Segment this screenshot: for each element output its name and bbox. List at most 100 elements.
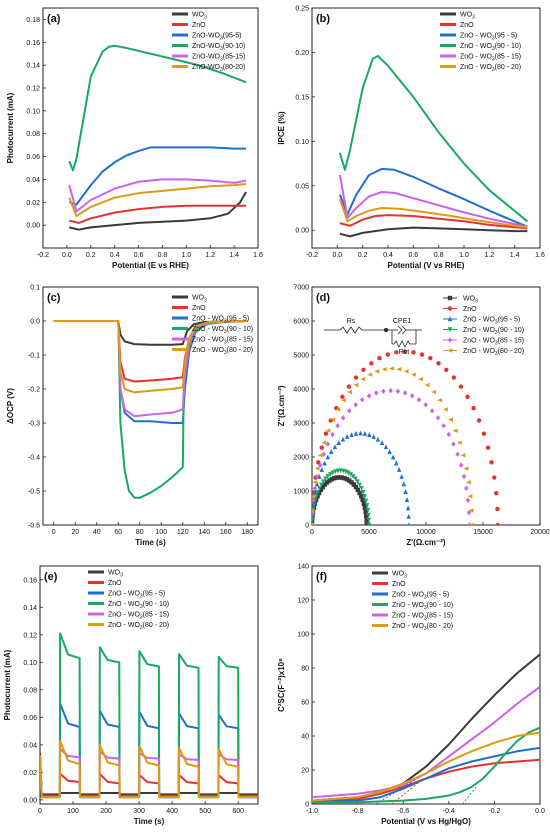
plot-area [40,632,258,799]
legend-label-rest: (85 - 15) [495,54,521,61]
marker [316,490,322,496]
series-line [53,320,248,418]
chart-panel: -0.2 0.0 0.2 0.4 0.6 0.8 1.0 1.2 1.4 1.6 0.00 0.05 0… [277,6,545,271]
legend-label-subscript: 3 [492,36,495,42]
y-axis-label: Photocurrent (mA) [3,649,12,720]
marker [335,423,340,429]
marker [312,494,316,499]
marker [465,394,470,400]
marker [467,494,473,499]
y-tick-label: 6000 [293,319,309,326]
legend-label-base: ZnO - WO [192,326,224,333]
series-markers [312,366,474,525]
legend-label: WO3 [463,296,478,305]
marker [374,390,379,396]
x-tick-label: 0.0 [62,252,72,259]
marker [357,490,362,496]
legend-label-rest: (90-10) [223,43,246,50]
marker [402,390,408,396]
resistor-rs [339,326,363,334]
legend-label-rest: (80 - 20) [427,623,453,630]
marker [463,466,469,471]
legend-label: ZnO - WO3(90 - 10) [108,601,169,610]
marker [405,505,411,511]
legend-label-base: ZnO-WO [192,54,221,61]
marker [466,509,472,516]
plot-area [312,349,501,525]
x-tick-label: 1.0 [459,252,469,259]
marker [435,415,441,421]
series-line [40,748,258,799]
x-tick-label: 0.4 [383,252,393,259]
legend-label: ZnO [463,306,477,313]
marker [321,440,327,445]
marker [495,506,500,512]
marker [325,454,331,460]
marker [401,481,407,487]
legend-label-subscript: 3 [204,298,207,304]
x-tick-label: 10000 [416,529,436,536]
x-axis-label: Z'(Ω.cm⁻²) [406,538,446,547]
legend-label-base: ZnO [192,22,206,29]
marker [312,508,315,513]
marker [468,522,474,525]
legend-label-subscript: 3 [472,15,475,21]
y-tick-label: 120 [297,598,309,605]
legend-label-subscript: 3 [140,625,143,631]
y-tick-label: 0.04 [26,177,40,184]
legend-label-subscript: 3 [120,573,123,579]
legend-label-subscript: 3 [220,57,223,63]
marker [364,518,369,523]
marker [336,440,342,446]
marker [471,405,476,411]
marker [349,480,354,485]
legend-label-subscript: 3 [424,595,427,601]
series-line [69,191,247,231]
legend-label-subscript: 3 [424,626,427,632]
y-axis-label: IPCE (%) [277,111,286,145]
marker [353,382,359,388]
marker [396,466,402,472]
legend-label: ZnO - WO3(80 - 20) [192,347,253,356]
marker [407,522,411,525]
legend-label-subscript: 3 [220,46,223,52]
marker [460,453,466,458]
legend-label: ZnO - WO3(80 - 20) [460,64,521,73]
legend-label-rest: (80 - 20) [498,348,524,355]
marker [363,498,369,504]
marker [364,514,369,519]
marker [464,485,469,491]
marker [357,482,362,488]
marker [351,482,356,487]
marker [404,497,410,503]
marker [342,476,347,481]
y-tick-label: 0.02 [23,770,37,777]
x-tick-label: 0.2 [358,252,368,259]
legend-label-subscript: 3 [492,57,495,63]
legend-label-rest: (90 - 10) [227,326,253,333]
marker [332,444,338,450]
marker [423,402,428,408]
marker [411,350,416,355]
marker [387,449,392,454]
legend-label-base: ZnO [108,580,122,587]
plot-frame [39,565,259,805]
legend-label-subscript: 3 [140,604,143,610]
legend-label-base: ZnO - WO [192,347,224,354]
legend-label-base: ZnO - WO [463,327,495,334]
chart-panel: 0 100 200 300 400 500 600 0.00 0.02 0.04 0.06 0.08 0… [3,565,259,826]
marker [409,393,415,399]
marker [485,445,491,450]
legend-label-base: ZnO - WO [463,338,495,345]
y-tick-label: -0.5 [28,489,40,496]
series-line [312,685,540,799]
y-tick-label: 5000 [293,353,309,360]
marker [366,393,372,399]
legend-label-subscript: 3 [495,341,498,347]
legend-label: ZnO [392,581,406,588]
legend-label-rest: (90 - 10) [495,43,521,50]
x-tick-label: 500 [199,808,211,815]
legend-label-base: ZnO [392,581,406,588]
x-tick-label: 60 [114,529,122,536]
legend-label-base: ZnO - WO [108,591,140,598]
